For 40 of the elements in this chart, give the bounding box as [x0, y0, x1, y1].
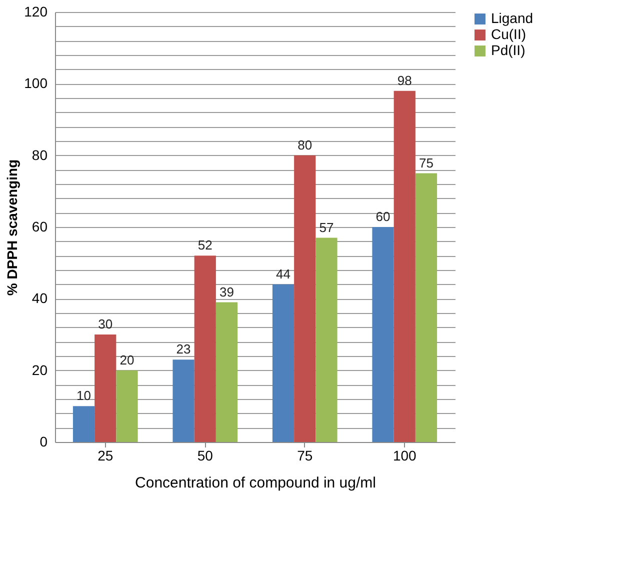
y-tick-label: 20 [32, 362, 48, 378]
data-label: 75 [419, 155, 434, 170]
bar [316, 238, 338, 442]
y-axis-title: % DPPH scavenging [4, 159, 20, 296]
data-label: 20 [120, 352, 134, 368]
data-label: 52 [198, 238, 212, 253]
y-tick-label: 40 [32, 290, 48, 306]
bar [194, 256, 216, 442]
bar [394, 90, 416, 442]
legend-label: Ligand [491, 10, 534, 26]
data-label: 44 [276, 266, 290, 282]
y-tick-label: 100 [24, 75, 48, 92]
bar [372, 227, 394, 442]
y-tick-label: 60 [32, 218, 48, 234]
x-tick-label: 100 [392, 448, 417, 464]
data-label: 80 [298, 137, 312, 152]
bar [172, 360, 194, 442]
data-label: 57 [319, 220, 334, 235]
bar [272, 284, 294, 442]
y-tick-label: 80 [32, 146, 48, 163]
x-tick-label: 75 [297, 448, 313, 464]
bar [94, 334, 116, 442]
bar [116, 370, 138, 442]
data-label: 30 [98, 316, 113, 332]
x-tick-label: 25 [98, 448, 114, 464]
data-label: 60 [376, 209, 390, 224]
data-label: 39 [220, 284, 234, 300]
bar [294, 155, 316, 442]
legend-label: Cu(II) [491, 26, 526, 42]
bar [216, 302, 238, 442]
bar [415, 173, 438, 442]
y-tick-label: 0 [40, 434, 48, 450]
legend-label: Pd(II) [491, 42, 526, 58]
x-tick-label: 50 [197, 448, 214, 464]
data-label: 23 [176, 342, 191, 357]
x-axis-title: Concentration of compound in ug/ml [135, 474, 376, 492]
y-tick-label: 120 [24, 4, 48, 20]
data-label: 98 [397, 72, 412, 88]
data-label: 10 [76, 388, 91, 404]
bar [72, 406, 95, 442]
